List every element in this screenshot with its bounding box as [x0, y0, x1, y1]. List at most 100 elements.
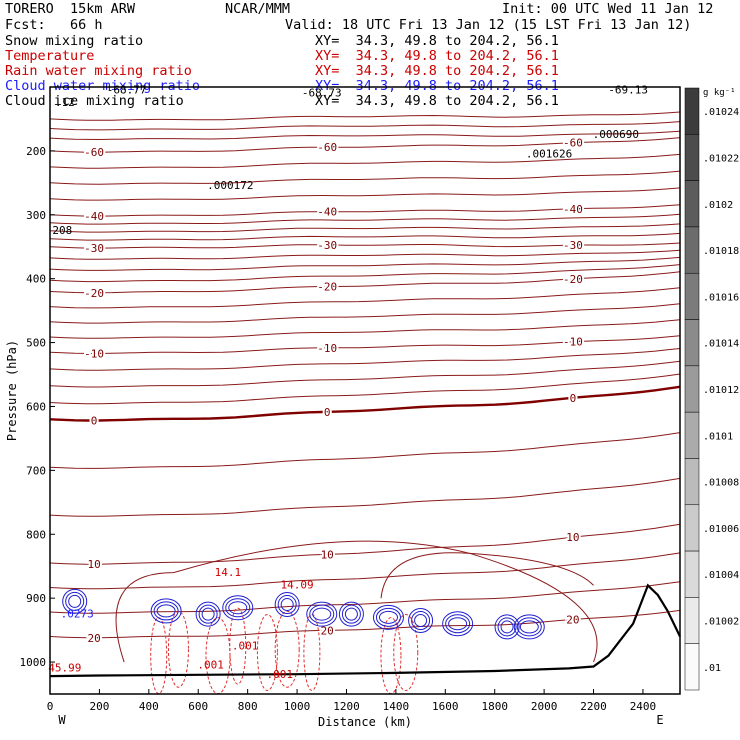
isotherm-line: [49, 335, 681, 355]
cloud-water-contour: [414, 614, 428, 628]
cloud-water-contour: [408, 608, 434, 634]
rain-contour: [256, 613, 278, 691]
org-label: NCAR/MMM: [225, 1, 291, 17]
cloud-water-contour: [201, 607, 215, 621]
cloud-water-contour: [222, 595, 254, 621]
colorbar-tick-label: .01012: [703, 385, 739, 396]
y-tick-label: 700: [26, 464, 46, 477]
x-tick-label: 400: [139, 700, 159, 713]
isotherm-label: -30: [317, 239, 337, 252]
contour-annotation: -68.77: [107, 83, 147, 96]
isotherm-line: [49, 242, 681, 249]
cloud-water-contour: [68, 594, 82, 608]
isotherm-label: -40: [317, 206, 337, 219]
x-tick-label: 2200: [580, 700, 607, 713]
isotherm-label: -10: [84, 347, 104, 360]
cloud-water-contour: [497, 617, 517, 637]
contour-annotation: 14.09: [280, 579, 313, 592]
colorbar-swatch: [684, 504, 700, 552]
isotherm-line: [49, 121, 681, 131]
isotherm-line: [49, 609, 681, 639]
field-name: Rain water mixing ratio: [5, 63, 192, 79]
colorbar-swatch: [684, 411, 700, 459]
contour-annotation: -68.73: [302, 87, 342, 100]
colorbar-tick-label: .01018: [703, 246, 739, 257]
colorbar-tick-label: .01024: [703, 107, 739, 118]
isotherm-label: -20: [84, 287, 104, 300]
isotherm-line: [49, 256, 681, 271]
colorbar-swatch: [684, 87, 700, 135]
y-tick-label: 300: [26, 209, 46, 222]
cloud-water-contour: [274, 592, 300, 618]
isotherm-label: 10: [87, 558, 100, 571]
isotherm-line: [49, 287, 681, 309]
colorbar-swatch: [684, 226, 700, 274]
colorbar-tick-label: .01022: [703, 153, 739, 164]
colorbar-tick-label: .0102: [703, 200, 733, 211]
rain-contour: [205, 617, 231, 695]
rain-contour: [274, 610, 300, 688]
isotherm-label: 0: [91, 414, 98, 427]
colorbar-swatch: [684, 180, 700, 228]
colorbar-swatch: [684, 319, 700, 367]
rain-contour: [303, 613, 321, 691]
colorbar-swatch: [684, 597, 700, 644]
isotherm-line: [49, 271, 681, 294]
isotherm-label: 10: [321, 548, 334, 561]
colorbar-tick-label: .0101: [703, 431, 733, 442]
contour-annotation: .12: [55, 96, 75, 109]
colorbar-tick-label: .01014: [703, 339, 739, 350]
field-xy-range: XY= 34.3, 49.8 to 204.2, 56.1: [315, 93, 559, 109]
isotherm-line: [49, 373, 681, 405]
isotherm-label: -60: [317, 141, 337, 154]
field-xy-range: XY= 34.3, 49.8 to 204.2, 56.1: [315, 33, 559, 49]
isotherm-line: [49, 523, 681, 565]
cloud-water-contour: [228, 601, 248, 615]
warm-contour: [380, 552, 594, 599]
colorbar-tick-label: .01016: [703, 292, 739, 303]
isotherm-line: [49, 187, 681, 201]
isotherm-line: [49, 111, 681, 121]
contour-annotation: 208: [52, 224, 72, 237]
field-name: Cloud water mixing ratio: [5, 78, 201, 94]
cloud-water-contour: [277, 595, 297, 615]
cloud-water-contour: [513, 614, 545, 640]
field-xy-range: XY= 34.3, 49.8 to 204.2, 56.1: [315, 48, 559, 64]
rain-contour: [150, 617, 168, 695]
colorbar-tick-label: .01002: [703, 617, 739, 628]
isotherm-label: -60: [563, 137, 583, 150]
isotherm-label: -60: [84, 146, 104, 159]
cloud-water-contour: [65, 591, 85, 611]
y-tick-label: 500: [26, 337, 46, 350]
y-tick-label: 900: [26, 592, 46, 605]
isotherm-line: [49, 581, 681, 614]
contour-annotation: .000172: [207, 179, 253, 192]
colorbar-swatch: [684, 134, 700, 181]
field-name: Cloud ice mixing ratio: [5, 93, 184, 109]
colorbar-swatch: [684, 365, 700, 413]
cloud-water-contour: [411, 611, 431, 631]
isotherm-line: [49, 303, 681, 324]
x-tick-label: 1000: [284, 700, 311, 713]
warm-contour: [115, 540, 598, 663]
contour-annotation: .0273: [61, 607, 94, 620]
cloud-water-contour: [344, 607, 358, 621]
isotherm-label: 0: [570, 392, 577, 405]
cloud-water-contour: [341, 604, 361, 624]
cloud-water-contour: [378, 610, 398, 624]
colorbar-swatch: [684, 272, 700, 320]
rain-contour: [393, 613, 419, 691]
cloud-water-contour: [338, 601, 364, 627]
cloud-water-contour: [516, 617, 542, 637]
y-axis-title: Pressure (hPa): [5, 340, 19, 441]
terrain-line: [49, 583, 681, 678]
y-tick-label: 800: [26, 528, 46, 541]
isotherm-line: [49, 432, 681, 469]
contour-annotation: .001626: [526, 147, 572, 160]
plot-frame: [49, 86, 681, 695]
colorbar-tick-label: .01006: [703, 524, 739, 535]
rain-contour: [229, 607, 247, 685]
cloud-water-contour: [225, 598, 251, 618]
colorbar-swatch: [684, 643, 700, 691]
x-tick-label: 1400: [383, 700, 410, 713]
